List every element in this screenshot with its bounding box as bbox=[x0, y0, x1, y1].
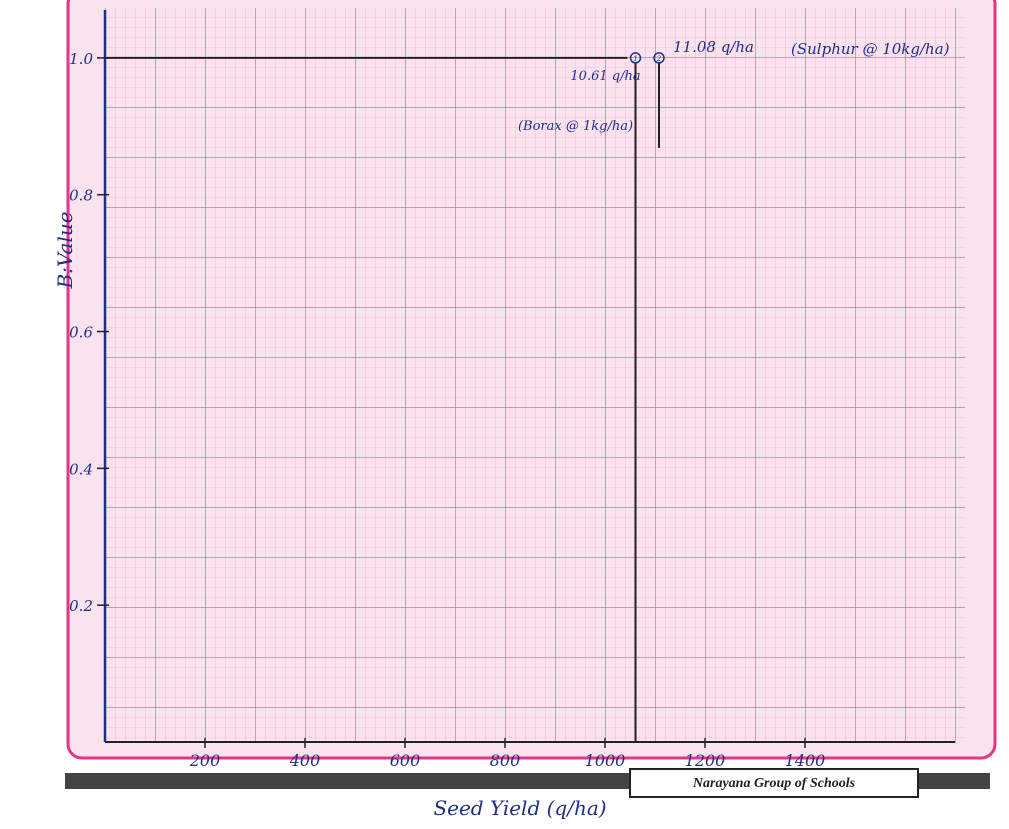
graph-sheet: Narayana Group of Schools Seed Yield (q/… bbox=[0, 0, 1009, 829]
x-tick-label: 800 bbox=[490, 751, 521, 770]
footer-text: Narayana Group of Schools bbox=[692, 776, 856, 791]
point-label: 1 bbox=[633, 55, 637, 63]
annotation: 10.61 q/ha bbox=[570, 69, 640, 84]
y-tick-label: 1.0 bbox=[69, 50, 93, 68]
x-tick-label: 1200 bbox=[685, 751, 726, 770]
y-tick-label: 0.6 bbox=[69, 324, 93, 342]
y-tick-label: 0.2 bbox=[69, 597, 93, 615]
x-tick-label: 400 bbox=[289, 751, 321, 770]
x-axis-label: Seed Yield (q/ha) bbox=[433, 796, 606, 820]
annotation-note: (Borax @ 1kg/ha) bbox=[518, 119, 633, 134]
annotation-note: (Sulphur @ 10kg/ha) bbox=[791, 40, 950, 58]
point-label: 2 bbox=[656, 55, 662, 63]
y-tick-label: 0.8 bbox=[69, 187, 93, 205]
x-tick-label: 200 bbox=[189, 751, 221, 770]
y-axis-label: B:Value bbox=[53, 211, 77, 289]
y-tick-label: 0.4 bbox=[69, 460, 93, 478]
x-tick-label: 1000 bbox=[585, 751, 626, 770]
x-tick-label: 1400 bbox=[785, 751, 826, 770]
annotation: 11.08 q/ha bbox=[673, 38, 754, 56]
x-tick-label: 600 bbox=[390, 751, 421, 770]
